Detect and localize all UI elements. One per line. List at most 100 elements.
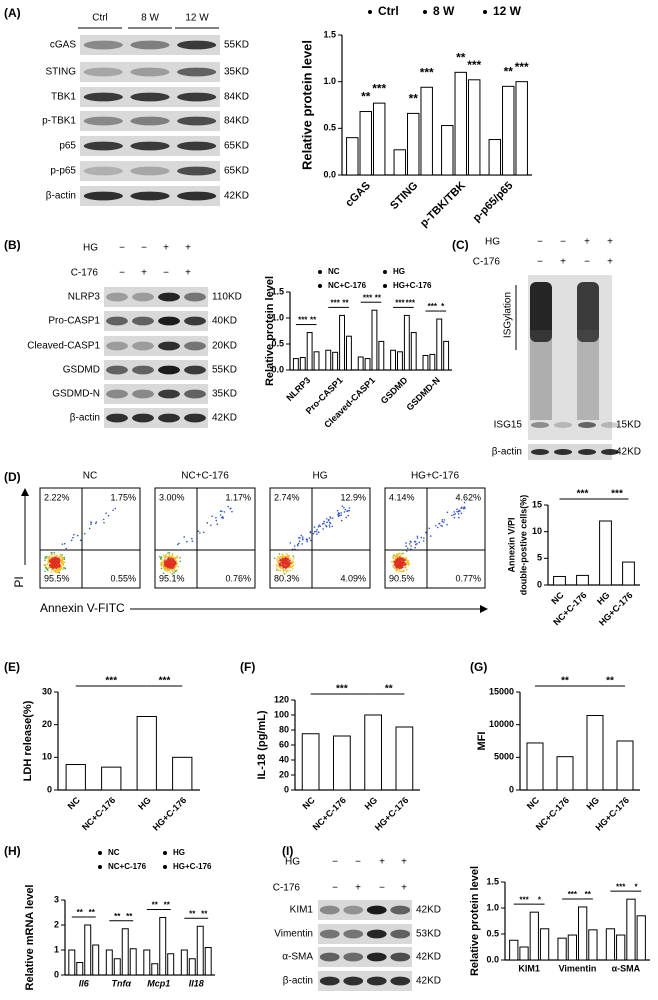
blot-band [177, 141, 217, 151]
blot-band [132, 341, 154, 351]
y-tick-label: 100 [274, 709, 289, 719]
flow-event [61, 568, 64, 571]
condition-sign: − [379, 883, 385, 894]
row-label: NLRP3 [68, 292, 101, 303]
significance-label: ** [310, 316, 317, 325]
bar [588, 929, 598, 961]
quadrant-label: 1.17% [225, 492, 251, 502]
flow-event [171, 573, 174, 575]
flow-event [284, 569, 287, 571]
blot-band [390, 952, 411, 962]
smear-label: ISGylation [503, 292, 514, 338]
flow-event [165, 561, 168, 564]
bar [204, 947, 212, 976]
flow-event [313, 530, 316, 533]
flow-event [53, 569, 55, 572]
panel-label: (D) [4, 470, 21, 484]
flow-event [55, 569, 57, 571]
legend-marker [318, 284, 322, 288]
arrow-head [21, 488, 29, 496]
flow-event [405, 561, 408, 564]
bar [529, 911, 539, 961]
flow-event [61, 557, 64, 560]
flow-event [165, 566, 167, 569]
flow-event [285, 563, 288, 565]
flow-frame [154, 487, 256, 589]
flow-event [286, 558, 289, 560]
condition-sign: − [537, 257, 543, 268]
blot-band [158, 389, 180, 399]
flow-event [169, 561, 171, 564]
size-label: 42KD [416, 976, 441, 987]
y-axis-label: Relative protein level [299, 40, 314, 170]
flow-event [53, 557, 55, 560]
blot-band [132, 292, 154, 302]
y-tick-label: 30 [42, 686, 52, 696]
significance-label: ** [152, 901, 159, 910]
flow-event [390, 560, 393, 563]
flow-event [52, 566, 55, 569]
flow-event [404, 559, 406, 562]
bar [113, 958, 121, 976]
legend-marker [98, 865, 102, 869]
flow-event [215, 519, 218, 522]
significance-label: *** [159, 676, 171, 687]
flow-event [58, 568, 60, 571]
blot-band [177, 40, 217, 50]
flow-event [340, 519, 343, 522]
flow-event [402, 556, 404, 559]
significance-label: *** [519, 895, 529, 904]
flow-event [83, 532, 86, 535]
flow-event [167, 562, 169, 564]
blot-band [83, 116, 123, 126]
flow-event [323, 522, 325, 525]
flow-event [62, 564, 65, 566]
blot-band [106, 316, 128, 326]
blot-strip [104, 287, 208, 307]
flow-event [64, 567, 67, 570]
y-tick-label: 0 [54, 969, 59, 979]
flow-event [48, 558, 50, 560]
x-tick-label: NC [525, 795, 542, 812]
bar [151, 963, 159, 976]
x-tick-label: α-SMA [612, 963, 641, 973]
flow-event [290, 561, 293, 563]
flow-event [169, 571, 171, 574]
blot-strip [318, 947, 412, 967]
row-label: STING [45, 67, 76, 78]
flow-event [53, 566, 56, 569]
flow-event [215, 516, 217, 519]
flow-event [60, 556, 63, 558]
bar [76, 962, 84, 976]
blot-band [184, 413, 206, 423]
y-tick-label: 0.5 [271, 338, 284, 348]
flow-event [172, 566, 174, 568]
row-label: GSDMD-N [52, 389, 100, 400]
significance-label: ** [375, 293, 382, 302]
y-tick-label: 1.5 [486, 876, 499, 886]
blot-strip [80, 111, 220, 131]
row-label: ISG15 [494, 420, 523, 431]
flow-event [277, 555, 279, 558]
blot-band [130, 40, 170, 50]
row-label: α-SMA [282, 952, 313, 963]
flow-event [191, 540, 194, 543]
flow-event [282, 568, 285, 571]
flow-event [316, 528, 318, 531]
flow-event [229, 507, 232, 510]
flow-event [186, 540, 188, 543]
y-axis-label: MFI [476, 732, 488, 751]
flow-event [159, 558, 162, 560]
size-label: 35KD [224, 67, 249, 78]
bar [599, 520, 612, 586]
significance-label: ** [189, 909, 196, 918]
quadrant-label: 1.75% [110, 492, 136, 502]
flow-event [279, 569, 282, 572]
blot-band [132, 365, 154, 375]
blot-band [319, 929, 340, 939]
y-tick-label: 15000 [489, 686, 514, 696]
bar [101, 766, 122, 791]
blot-band [319, 905, 340, 915]
flow-event [169, 559, 172, 562]
arrow-head [480, 605, 488, 613]
